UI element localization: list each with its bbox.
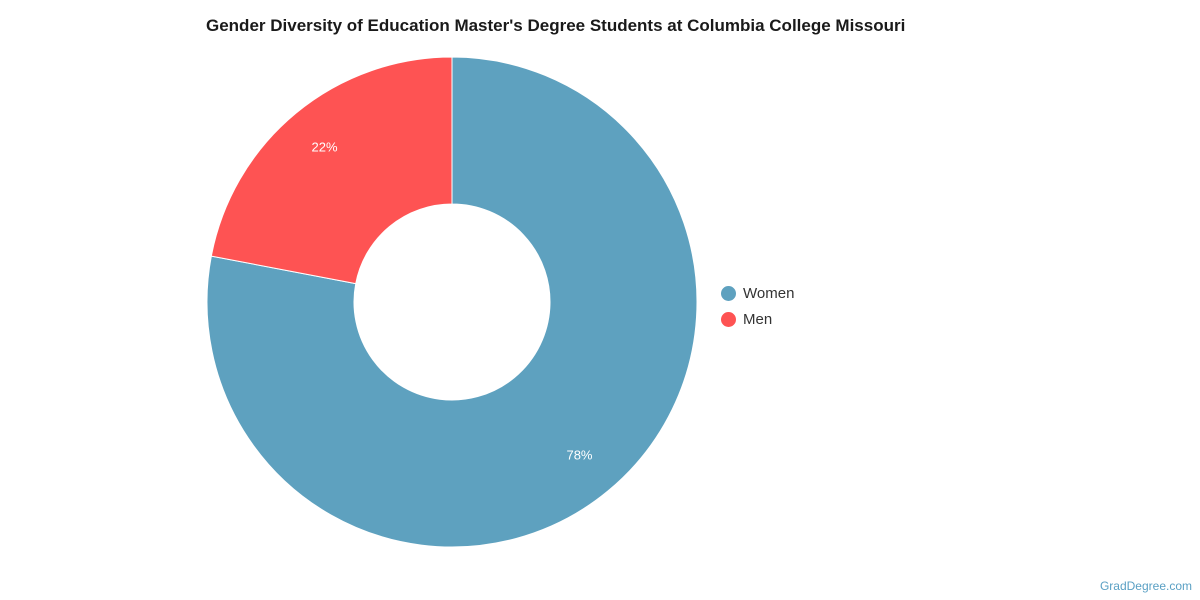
slice-women[interactable]	[206, 56, 698, 548]
legend-item-men[interactable]: Men	[721, 306, 794, 332]
legend-swatch-women	[721, 285, 736, 301]
legend-label-men: Men	[743, 310, 773, 328]
chart-title: Gender Diversity of Education Master's D…	[206, 16, 906, 35]
data-label-men: 22%	[311, 139, 337, 154]
slice-men[interactable]	[210, 56, 453, 285]
legend-label-women: Women	[743, 284, 795, 302]
data-label-women: 78%	[566, 448, 592, 463]
legend: Women Men	[721, 280, 794, 332]
legend-item-women[interactable]: Women	[721, 280, 794, 306]
watermark: GradDegree.com	[1099, 579, 1192, 593]
legend-swatch-men	[721, 311, 736, 327]
